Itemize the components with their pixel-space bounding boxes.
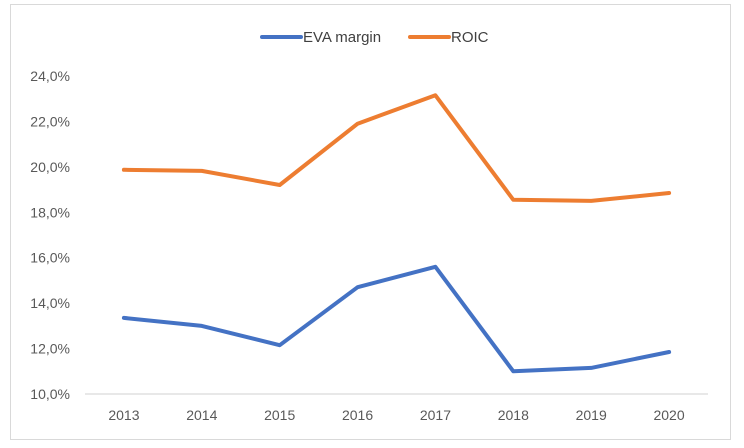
y-tick-label: 10,0% [30,386,70,402]
legend-label: ROIC [451,29,489,46]
x-tick-label: 2016 [342,407,373,423]
y-axis: 10,0% 12,0% 14,0% 16,0% 18,0% 20,0% 22,0% 24,0% [30,68,70,402]
series-line-eva-margin [121,264,672,374]
x-axis: 2013 2014 2015 2016 2017 2018 2019 2020 [85,393,708,423]
x-tick-label: 2017 [420,407,451,423]
legend-label: EVA margin [303,29,381,46]
y-tick-label: 20,0% [30,159,70,175]
x-tick-label: 2013 [108,407,139,423]
y-tick-label: 22,0% [30,113,70,129]
y-tick-label: 18,0% [30,204,70,220]
chart-frame [10,4,731,440]
legend: EVA margin ROIC [260,29,489,46]
series-line-roic [121,93,672,203]
x-tick-label: 2015 [264,407,295,423]
x-tick-label: 2014 [186,407,217,423]
y-tick-label: 24,0% [30,68,70,84]
x-tick-label: 2020 [653,407,684,423]
y-tick-label: 16,0% [30,250,70,266]
series-lines [121,93,672,374]
y-tick-label: 14,0% [30,295,70,311]
y-tick-label: 12,0% [30,341,70,357]
x-tick-label: 2019 [576,407,607,423]
x-tick-label: 2018 [498,407,529,423]
